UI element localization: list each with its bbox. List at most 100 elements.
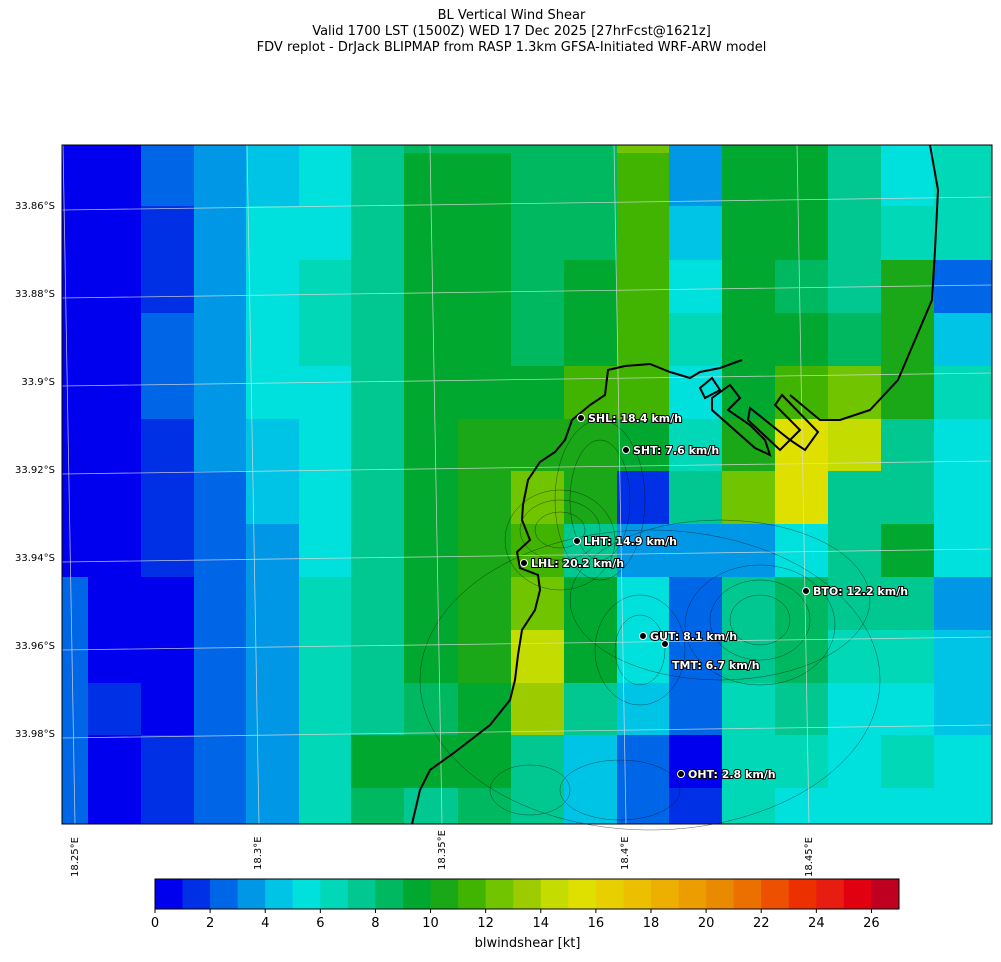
grid-cell [246,630,300,684]
lon-label: 18.25°E [70,837,81,877]
grid-cell [934,313,993,367]
title-line-2: Valid 1700 LST (1500Z) WED 17 Dec 2025 [… [312,24,711,39]
grid-cell [62,630,89,684]
colorbar-swatch [155,879,183,909]
coastline [411,144,940,825]
colorbar-swatch [182,879,211,909]
graticule [61,144,993,825]
grid-cell [934,683,993,736]
grid-cell [564,577,618,631]
grid-cell [194,419,247,472]
grid-cell [934,419,993,472]
colorbar-tick-label: 12 [477,916,494,931]
station-label-tmt: TMT: 6.7 km/h [672,659,760,672]
lat-label: 33.92°S [15,465,55,476]
grid-cell [404,735,459,789]
grid-cell [564,735,618,789]
lat-label: 33.94°S [15,553,55,564]
grid-cell [564,366,618,420]
grid-cell [246,577,300,631]
grid-cell [881,145,935,154]
grid-cell [458,630,512,684]
grid-cell [299,313,352,367]
grid-cell [194,524,247,578]
grid-cell [62,419,89,472]
colorbar-swatch [513,879,542,909]
grid-cell [511,153,565,207]
colorbar-swatch [237,879,266,909]
colorbar-tick-label: 8 [371,916,380,931]
station-dot-sht [622,446,630,454]
grid-cell [617,524,670,578]
grid-cell [881,419,935,472]
latitude-line [61,724,993,739]
grid-cell [299,788,352,825]
grid-cell [564,145,618,154]
grid-cell [617,206,670,261]
grid-cell [564,419,618,472]
colorbar-swatch [816,879,845,909]
grid-cell [669,260,723,314]
colorbar-swatch [678,879,707,909]
grid-cell [404,471,459,525]
grid-cell [299,524,352,578]
latitude-line [61,636,993,651]
grid-cell [458,788,512,825]
grid-cell [617,788,670,825]
grid-cell [141,524,195,578]
grid-cell [351,260,405,314]
latitude-line [61,460,993,475]
station-label-bto: BTO: 12.2 km/h [813,585,908,598]
grid-cell [88,471,142,525]
grid-cell [828,366,882,420]
grid-cell [299,366,352,420]
grid-cell [141,366,195,420]
grid-cell [617,471,670,525]
grid-cell [511,788,565,825]
colorbar-swatch [347,879,376,909]
colorbar-tick-label: 18 [642,916,660,931]
grid-cell [404,577,459,631]
grid-cell [194,366,247,420]
colorbar-tick-label: 20 [697,916,715,931]
lat-label: 33.98°S [15,729,55,740]
grid-cell [564,313,618,367]
grid-cell [617,683,670,736]
grid-cell [511,260,565,314]
grid-cell [458,366,512,420]
grid-cell [299,471,352,525]
grid-cell [617,260,670,314]
grid-cell [828,735,882,789]
title-line-1: BL Vertical Wind Shear [437,8,586,23]
colorbar-swatch [292,879,321,909]
colorbar [154,878,900,913]
colorbar-swatch [485,879,514,909]
grid-cell [88,260,142,314]
grid-cell [404,630,459,684]
grid-cell [458,313,512,367]
station-label-lhl: LHL: 20.2 km/h [531,557,624,570]
lat-label: 33.86°S [15,201,55,212]
colorbar-tick-label: 26 [863,916,880,931]
grid-cell [775,735,829,789]
lat-label: 33.9°S [21,377,55,388]
grid-cell [881,630,935,684]
lat-label: 33.96°S [15,641,55,652]
grid-cell [88,145,142,154]
colorbar-swatch [375,879,404,909]
grid-cell [141,577,195,631]
colorbar-swatch [430,879,459,909]
grid-cell [511,630,565,684]
latitude-line [61,196,993,211]
grid-cell [62,735,89,789]
colorbar-tick-label: 6 [316,916,325,931]
grid-cell [617,577,670,631]
colorbar-swatch [651,879,679,909]
grid-cell [934,145,993,154]
station-dot-tmt [661,640,669,648]
grid-cell [246,313,300,367]
grid-cell [564,788,618,825]
grid-cell [62,683,89,736]
grid-cell [62,366,89,420]
